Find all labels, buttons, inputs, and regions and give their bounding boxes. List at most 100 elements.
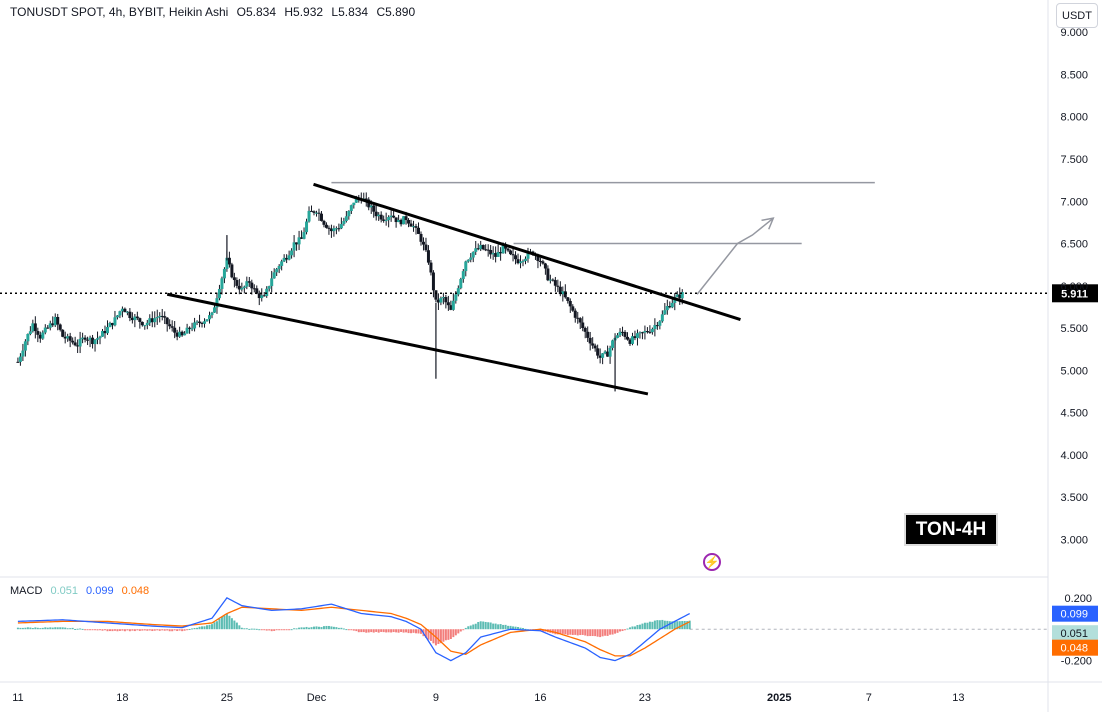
candle-body	[334, 228, 338, 230]
candle-body	[675, 294, 679, 297]
macd-histogram-bar	[377, 629, 380, 633]
candle-body	[635, 333, 639, 339]
candle-body	[220, 278, 224, 289]
candle-body	[96, 338, 100, 340]
candle-body	[476, 248, 480, 250]
macd-histogram-bar	[250, 628, 253, 630]
candle-body	[426, 250, 430, 263]
candle-body	[21, 350, 25, 357]
macd-hist-value: 0.051	[50, 585, 78, 597]
price-tick-label: 3.000	[1060, 534, 1088, 546]
candle-body	[208, 315, 212, 320]
macd-histogram-bar	[288, 629, 291, 631]
macd-histogram-bar	[91, 629, 94, 631]
candle-body	[63, 336, 67, 339]
candle-body	[543, 263, 547, 269]
candle-body	[653, 325, 657, 330]
macd-histogram-bar	[173, 629, 176, 631]
candle-body	[98, 336, 102, 339]
candle-body	[374, 211, 378, 217]
candle-body	[419, 233, 423, 242]
macd-histogram-bar	[36, 627, 39, 630]
candle-body	[339, 224, 343, 229]
last-price-label: 5.911	[1061, 288, 1088, 300]
candle-body	[193, 322, 197, 329]
macd-histogram-bar	[181, 629, 184, 632]
macd-histogram-bar	[589, 629, 592, 637]
time-tick-label: Dec	[307, 692, 327, 704]
macd-histogram-bar	[686, 621, 689, 630]
macd-histogram-bar	[449, 629, 452, 639]
candle-body	[312, 211, 316, 213]
macd-histogram-bar	[332, 626, 335, 630]
macd-histogram-bar	[225, 613, 228, 630]
candle-body	[105, 326, 109, 334]
macd-histogram-bar	[415, 629, 418, 634]
macd-histogram-bar	[638, 624, 641, 630]
macd-histogram-bar	[400, 629, 403, 632]
candle-body	[250, 282, 254, 289]
price-tick-label: 4.500	[1060, 408, 1088, 420]
macd-histogram-bar	[218, 618, 221, 630]
macd-histogram-bar	[668, 621, 671, 630]
macd-histogram-bar	[161, 629, 164, 631]
macd-histogram-bar	[111, 629, 114, 632]
candle-body	[429, 262, 433, 273]
macd-histogram-bar	[210, 624, 213, 630]
macd-value-tag	[1052, 639, 1098, 656]
candle-body	[509, 250, 513, 255]
candle-body	[611, 340, 615, 348]
macd-histogram-bar	[472, 624, 475, 630]
candle-body	[295, 242, 299, 245]
candle-body	[670, 302, 674, 308]
candle-body	[135, 316, 139, 319]
candle-body	[227, 257, 231, 265]
macd-histogram-bar	[273, 629, 276, 631]
macd-histogram-bar	[198, 626, 201, 630]
macd-line-value: 0.099	[86, 585, 114, 597]
candle-body	[349, 205, 353, 211]
candle-body	[680, 292, 684, 299]
macd-histogram-bar	[59, 627, 62, 630]
macd-histogram-bar	[372, 629, 375, 633]
candle-body	[392, 215, 396, 218]
candle-body	[270, 278, 274, 287]
candle-body	[163, 316, 167, 318]
candle-body	[456, 288, 460, 295]
macd-histogram-bar	[556, 629, 559, 635]
macd-histogram-bar	[89, 629, 92, 631]
candle-body	[324, 224, 328, 228]
macd-histogram-bar	[235, 622, 238, 630]
candle-body	[260, 295, 264, 299]
macd-histogram-bar	[253, 628, 256, 630]
macd-histogram-bar	[290, 629, 293, 631]
macd-histogram-bar	[34, 627, 37, 630]
macd-histogram-bar	[360, 629, 363, 633]
candle-body	[48, 323, 52, 328]
currency-button[interactable]: USDT	[1056, 3, 1098, 28]
macd-histogram-bar	[457, 629, 460, 634]
macd-histogram-bar	[410, 629, 413, 634]
macd-histogram-bar	[300, 627, 303, 630]
candle-body	[541, 261, 545, 264]
candle-body	[372, 205, 376, 212]
candle-body	[252, 288, 256, 290]
macd-histogram-bar	[138, 629, 141, 631]
candle-body	[538, 260, 542, 262]
lightning-icon[interactable]: ⚡	[703, 553, 721, 571]
macd-histogram-bar	[308, 627, 311, 630]
candle-body	[347, 210, 351, 217]
macd-histogram-bar	[380, 629, 383, 632]
candle-body	[212, 307, 216, 313]
candle-body	[155, 317, 159, 319]
candle-body	[668, 306, 672, 308]
candle-body	[501, 244, 505, 254]
macd-histogram-bar	[108, 629, 111, 632]
macd-histogram-bar	[325, 625, 328, 630]
macd-histogram-bar	[347, 629, 350, 631]
macd-histogram-bar	[238, 625, 241, 630]
time-axis[interactable]: 11 18 25 Dec 9 16 23 2025 7 13	[12, 692, 964, 704]
candle-body	[471, 251, 475, 258]
